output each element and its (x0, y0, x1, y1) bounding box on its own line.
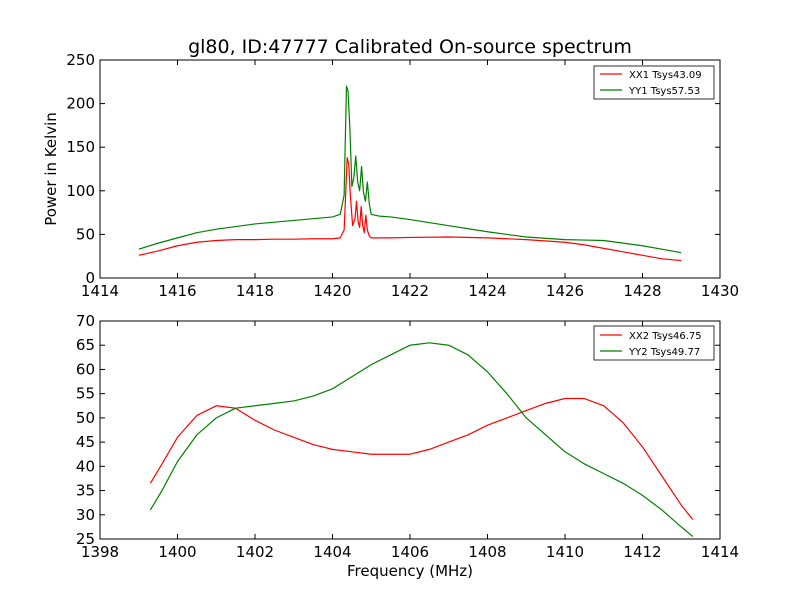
top-ticks-layer: 1414 1416 1418 1420 1422 1424 1426 1428 1430 0 50 1… (66, 51, 739, 300)
top-x-tick-label: 1418 (236, 282, 274, 300)
bottom-y-tick-label: 55 (76, 385, 95, 403)
bottom-series-line-2 (149, 342, 694, 538)
top-x-tick-label: 1430 (701, 282, 739, 300)
top-x-tick-label: 1426 (546, 282, 584, 300)
bottom-y-tick-label: 40 (76, 457, 95, 475)
bottom-legend-box (593, 325, 715, 361)
bottom-y-tick-label: 30 (76, 506, 95, 524)
top-legend-label-yy1: YY1 Tsys57.53 (628, 86, 700, 97)
top-y-tick-label: 0 (85, 269, 95, 287)
bottom-series-layer (149, 342, 694, 538)
bottom-series-line-1 (149, 397, 694, 520)
bottom-y-tick-label: 70 (76, 312, 95, 330)
top-y-tick-label: 200 (66, 95, 95, 113)
bottom-legend-label-yy2: YY2 Tsys49.77 (628, 347, 700, 358)
bottom-x-axis-label: Frequency (MHz) (347, 562, 473, 580)
top-legend: XX1 Tsys43.09 YY1 Tsys57.53 (593, 65, 715, 100)
bottom-y-tick-label: 50 (76, 409, 95, 427)
bottom-x-tick-label: 1408 (468, 543, 506, 561)
top-y-tick-label: 250 (66, 51, 95, 69)
bottom-x-tick-label: 1404 (313, 543, 351, 561)
bottom-x-tick-label: 1414 (701, 543, 739, 561)
top-x-tick-label: 1422 (391, 282, 429, 300)
bottom-x-tick-label: 1410 (546, 543, 584, 561)
bottom-y-tick-label: 35 (76, 482, 95, 500)
top-x-tick-label: 1428 (623, 282, 661, 300)
chart-title: gl80, ID:47777 Calibrated On-source spec… (188, 36, 632, 58)
top-x-tick-label: 1416 (158, 282, 196, 300)
top-panel: 1414 1416 1418 1420 1422 1424 1426 1428 1430 0 50 1… (42, 51, 739, 300)
bottom-x-tick-label: 1400 (158, 543, 196, 561)
bottom-ticks-layer: 1398 1400 1402 1404 1406 1408 1410 1412 1414 25 30… (76, 312, 739, 561)
top-legend-box (593, 65, 715, 100)
bottom-legend: XX2 Tsys46.75 YY2 Tsys49.77 (593, 325, 715, 361)
bottom-x-tick-label: 1398 (81, 543, 119, 561)
top-x-tick-label: 1420 (313, 282, 351, 300)
bottom-x-tick-label: 1412 (623, 543, 661, 561)
bottom-x-tick-label: 1402 (236, 543, 274, 561)
top-series-line-2 (138, 85, 682, 254)
top-y-tick-label: 100 (66, 182, 95, 200)
top-legend-label-xx1: XX1 Tsys43.09 (629, 70, 702, 81)
bottom-y-tick-label: 65 (76, 336, 95, 354)
bottom-legend-label-xx2: XX2 Tsys46.75 (629, 331, 702, 342)
bottom-y-tick-label: 45 (76, 433, 95, 451)
top-x-tick-label: 1414 (81, 282, 119, 300)
bottom-panel: 1398 1400 1402 1404 1406 1408 1410 1412 1414 25 30… (76, 312, 739, 580)
top-y-tick-label: 50 (76, 225, 95, 243)
top-series-layer (138, 85, 682, 262)
top-series-line-1 (138, 157, 682, 262)
bottom-y-tick-label: 25 (76, 530, 95, 548)
bottom-x-tick-label: 1406 (391, 543, 429, 561)
top-x-tick-label: 1424 (468, 282, 506, 300)
top-y-tick-label: 150 (66, 138, 95, 156)
bottom-y-tick-label: 60 (76, 360, 95, 378)
top-y-axis-label: Power in Kelvin (42, 112, 60, 226)
